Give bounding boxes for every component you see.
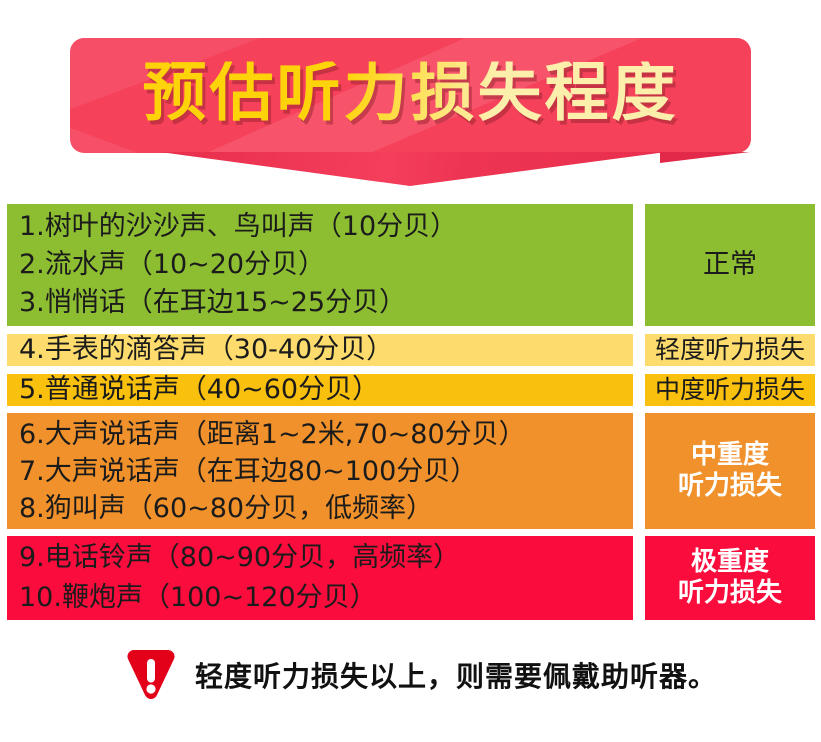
sound-examples-cell: 4.手表的滴答声（30-40分贝）: [7, 334, 633, 366]
sound-item: 1.树叶的沙沙声、鸟叫声（10分贝）: [19, 211, 458, 242]
sound-item: 9.电话铃声（80~90分贝，高频率）: [19, 542, 461, 573]
sound-item: 7.大声说话声（在耳边80~100分贝）: [19, 455, 478, 487]
severity-label: 听力损失: [677, 578, 782, 608]
sound-item: 6.大声说话声（距离1~2米,70~80分贝）: [19, 418, 526, 450]
table-row-moderately-severe: 6.大声说话声（距离1~2米,70~80分贝） 7.大声说话声（在耳边80~10…: [7, 413, 815, 529]
banner-ribbon-point: [160, 152, 666, 186]
sound-item: 8.狗叫声（60~80分贝，低频率）: [19, 492, 434, 524]
banner-fold-right: [660, 152, 750, 163]
severity-label: 轻度听力损失: [654, 335, 805, 364]
severity-label: 正常: [703, 249, 757, 280]
sound-examples-cell: 6.大声说话声（距离1~2米,70~80分贝） 7.大声说话声（在耳边80~10…: [7, 413, 633, 529]
sound-item: 10.鞭炮声（100~120分贝）: [19, 582, 377, 613]
warning-text: 轻度听力损失以上，则需要佩戴助听器。: [195, 660, 718, 693]
severity-label: 听力损失: [677, 471, 782, 501]
sound-examples-cell: 5.普通说话声（40~60分贝）: [7, 374, 633, 406]
severity-label: 极重度: [690, 547, 769, 577]
table-row-profound: 9.电话铃声（80~90分贝，高频率） 10.鞭炮声（100~120分贝） 极重…: [7, 536, 815, 620]
page-title: 预估听力损失程度: [70, 61, 751, 125]
sound-item: 3.悄悄话（在耳边15~25分贝）: [19, 287, 407, 318]
sound-item: 2.流水声（10~20分贝）: [19, 249, 326, 280]
sound-examples-cell: 9.电话铃声（80~90分贝，高频率） 10.鞭炮声（100~120分贝）: [7, 536, 633, 620]
sound-item: 5.普通说话声（40~60分贝）: [19, 374, 380, 405]
severity-label-cell: 轻度听力损失: [645, 334, 815, 366]
table-row-mild: 4.手表的滴答声（30-40分贝） 轻度听力损失: [7, 334, 815, 366]
severity-label-cell: 正常: [645, 204, 815, 326]
table-row-normal: 1.树叶的沙沙声、鸟叫声（10分贝） 2.流水声（10~20分贝） 3.悄悄话（…: [7, 204, 815, 326]
title-banner: 预估听力损失程度: [70, 38, 751, 153]
severity-label-cell: 中重度 听力损失: [645, 413, 815, 529]
warning-icon: [127, 650, 175, 699]
warning-note: 轻度听力损失以上，则需要佩戴助听器。: [125, 645, 775, 705]
severity-label-cell: 极重度 听力损失: [645, 536, 815, 620]
severity-label: 中度听力损失: [654, 375, 805, 404]
severity-label-cell: 中度听力损失: [645, 374, 815, 406]
table-row-moderate: 5.普通说话声（40~60分贝） 中度听力损失: [7, 374, 815, 406]
sound-examples-cell: 1.树叶的沙沙声、鸟叫声（10分贝） 2.流水声（10~20分贝） 3.悄悄话（…: [7, 204, 633, 326]
sound-item: 4.手表的滴答声（30-40分贝）: [19, 334, 394, 365]
hearing-loss-table: 1.树叶的沙沙声、鸟叫声（10分贝） 2.流水声（10~20分贝） 3.悄悄话（…: [7, 204, 815, 620]
severity-label: 中重度: [690, 440, 769, 470]
